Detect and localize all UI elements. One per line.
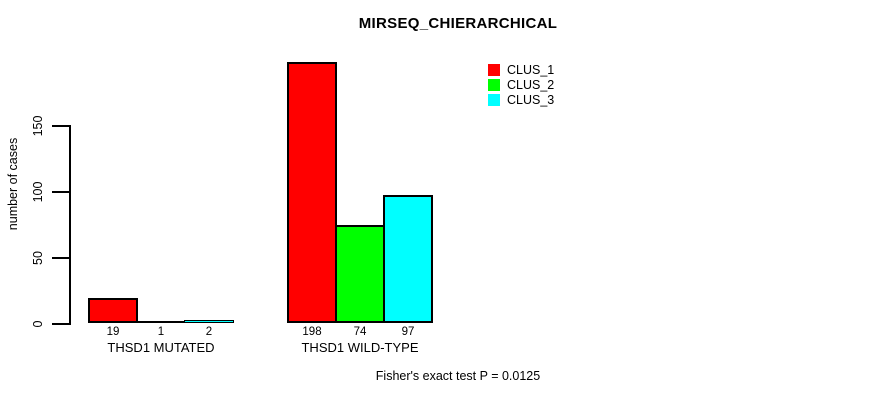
y-tick-label: 50 <box>31 251 45 265</box>
legend-swatch-icon <box>488 79 500 92</box>
legend: CLUS_1 CLUS_2 CLUS_3 <box>488 63 554 107</box>
bar-clus_3-1 <box>184 320 234 323</box>
y-tick <box>52 257 69 259</box>
bar-value-label: 74 <box>353 326 367 338</box>
stat-note: Fisher's exact test P = 0.0125 <box>375 369 541 383</box>
legend-swatch-icon <box>488 93 500 106</box>
bar-clus_2-1 <box>136 321 186 323</box>
y-tick-label: 0 <box>31 320 45 328</box>
legend-label: CLUS_1 <box>507 63 555 78</box>
chart-title: MIRSEQ_CHIERARCHICAL <box>358 15 558 32</box>
bar-clus_3-2 <box>383 195 433 323</box>
bar-clus_1-2 <box>287 62 337 323</box>
legend-item-clus_1: CLUS_1 <box>488 63 554 78</box>
y-tick <box>52 191 69 193</box>
x-category-label: THSD1 WILD-TYPE <box>301 340 419 355</box>
bar-value-label: 198 <box>302 326 322 338</box>
legend-item-clus_2: CLUS_2 <box>488 78 554 93</box>
legend-item-clus_3: CLUS_3 <box>488 92 554 107</box>
y-axis-label: number of cases <box>6 137 20 231</box>
legend-swatch-icon <box>488 64 500 77</box>
x-category-label: THSD1 MUTATED <box>107 340 215 355</box>
bar-value-label: 1 <box>157 326 165 338</box>
y-tick <box>52 323 69 325</box>
y-tick-label: 100 <box>31 181 45 203</box>
legend-label: CLUS_2 <box>507 78 555 93</box>
bar-clus_2-2 <box>335 225 385 323</box>
y-axis-line <box>69 125 71 325</box>
bar-value-label: 97 <box>401 326 415 338</box>
y-tick <box>52 125 69 127</box>
bar-value-label: 2 <box>205 326 213 338</box>
bar-value-label: 19 <box>106 326 120 338</box>
legend-label: CLUS_3 <box>507 92 555 107</box>
bar-clus_1-1 <box>88 298 138 323</box>
y-tick-label: 150 <box>31 115 45 137</box>
